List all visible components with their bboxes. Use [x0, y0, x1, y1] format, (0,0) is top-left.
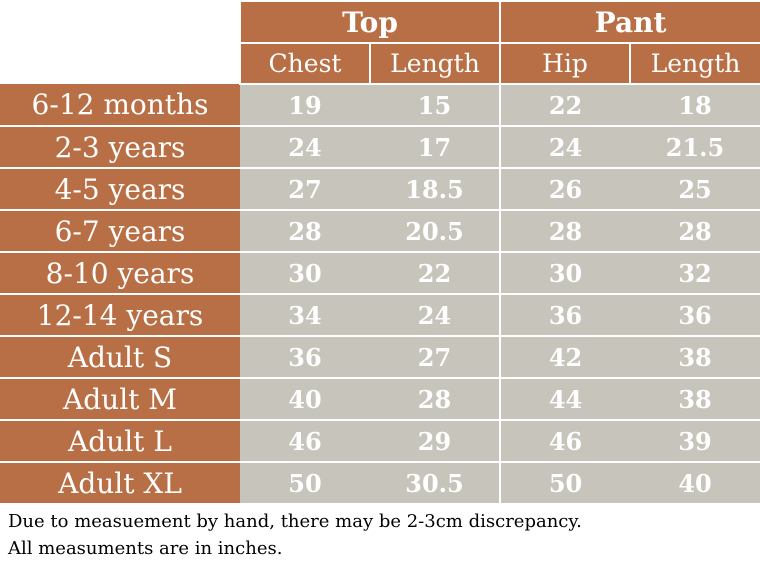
- table-row: Adult S 36 27 42 38: [0, 336, 760, 379]
- table-row: 6-12 months 19 15 22 18: [0, 84, 760, 127]
- hip-value: 42: [499, 336, 631, 379]
- size-label: Adult M: [0, 378, 240, 421]
- chest-value: 19: [240, 84, 370, 127]
- size-label: 12-14 years: [0, 294, 240, 337]
- chest-value: 50: [240, 462, 370, 505]
- top-length-value: 29: [370, 420, 501, 463]
- size-label: 6-7 years: [0, 210, 240, 253]
- size-label: Adult S: [0, 336, 240, 379]
- pant-length-value: 25: [630, 168, 760, 211]
- chest-value: 24: [240, 126, 370, 169]
- chest-value: 27: [240, 168, 370, 211]
- hip-value: 46: [499, 420, 631, 463]
- hip-value: 28: [499, 210, 631, 253]
- pant-length-value: 32: [630, 252, 760, 295]
- table-row: 8-10 years 30 22 30 32: [0, 252, 760, 295]
- table-row: 2-3 years 24 17 24 21.5: [0, 126, 760, 169]
- top-length-value: 18.5: [370, 168, 501, 211]
- table-row: 12-14 years 34 24 36 36: [0, 294, 760, 337]
- top-length-value: 17: [370, 126, 501, 169]
- pant-length-value: 38: [630, 378, 760, 421]
- size-table: Top Pant Chest Length Hip Length 6-12 mo…: [0, 0, 760, 505]
- size-label: Adult XL: [0, 462, 240, 505]
- column-header-hip: Hip: [499, 43, 631, 85]
- table-row: 4-5 years 27 18.5 26 25: [0, 168, 760, 211]
- size-label: 2-3 years: [0, 126, 240, 169]
- hip-value: 24: [499, 126, 631, 169]
- size-rows: 6-12 months 19 15 22 18 2-3 years 24 17 24 21.5 4-…: [0, 84, 760, 505]
- column-header-pant-length: Length: [629, 43, 760, 85]
- chest-value: 28: [240, 210, 370, 253]
- hip-value: 50: [499, 462, 631, 505]
- footnote-units: All measuments are in inches.: [8, 538, 283, 559]
- pant-length-value: 18: [630, 84, 760, 127]
- size-label: 8-10 years: [0, 252, 240, 295]
- top-length-value: 24: [370, 294, 501, 337]
- top-length-value: 30.5: [370, 462, 501, 505]
- top-length-value: 27: [370, 336, 501, 379]
- column-header-row: Chest Length Hip Length: [0, 43, 760, 85]
- hip-value: 36: [499, 294, 631, 337]
- hip-value: 22: [499, 84, 631, 127]
- chest-value: 40: [240, 378, 370, 421]
- hip-value: 30: [499, 252, 631, 295]
- pant-length-value: 21.5: [630, 126, 760, 169]
- table-row: 6-7 years 28 20.5 28 28: [0, 210, 760, 253]
- size-label: Adult L: [0, 420, 240, 463]
- top-length-value: 28: [370, 378, 501, 421]
- group-header-row: Top Pant: [0, 0, 760, 84]
- top-length-value: 15: [370, 84, 501, 127]
- chest-value: 30: [240, 252, 370, 295]
- corner-cell: [0, 1, 240, 84]
- top-length-value: 22: [370, 252, 501, 295]
- top-length-value: 20.5: [370, 210, 501, 253]
- pant-length-value: 40: [630, 462, 760, 505]
- footnotes: Due to measuement by hand, there may be …: [8, 508, 582, 562]
- chest-value: 46: [240, 420, 370, 463]
- column-header-top-length: Length: [368, 43, 501, 85]
- size-label: 6-12 months: [0, 84, 240, 127]
- size-chart: Top Pant Chest Length Hip Length 6-12 mo…: [0, 0, 760, 559]
- hip-value: 26: [499, 168, 631, 211]
- table-row: Adult M 40 28 44 38: [0, 378, 760, 421]
- size-label: 4-5 years: [0, 168, 240, 211]
- hip-value: 44: [499, 378, 631, 421]
- chest-value: 36: [240, 336, 370, 379]
- pant-length-value: 28: [630, 210, 760, 253]
- group-header-top: Top: [238, 0, 501, 44]
- pant-length-value: 36: [630, 294, 760, 337]
- table-row: Adult L 46 29 46 39: [0, 420, 760, 463]
- chest-value: 34: [240, 294, 370, 337]
- pant-length-value: 39: [630, 420, 760, 463]
- pant-length-value: 38: [630, 336, 760, 379]
- group-header-pant: Pant: [499, 0, 760, 44]
- column-header-chest: Chest: [239, 43, 370, 85]
- table-row: Adult XL 50 30.5 50 40: [0, 462, 760, 505]
- footnote-discrepancy: Due to measuement by hand, there may be …: [8, 511, 582, 532]
